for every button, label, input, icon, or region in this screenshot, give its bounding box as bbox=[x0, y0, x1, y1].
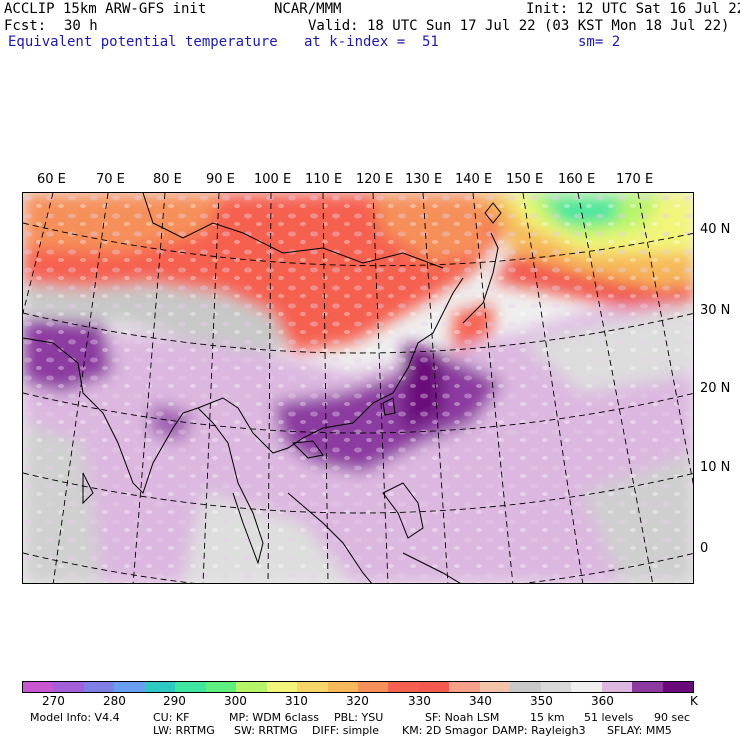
sflay-scheme: SFLAY: MM5 bbox=[607, 724, 672, 737]
lat-label: 20 N bbox=[700, 381, 731, 396]
lat-label: 40 N bbox=[700, 222, 731, 237]
damp-scheme: DAMP: Rayleigh3 bbox=[492, 724, 586, 737]
model-info: Model Info: V4.4 bbox=[30, 711, 120, 724]
lon-label: 60 E bbox=[37, 172, 66, 187]
time-step: 90 sec bbox=[654, 711, 691, 724]
colorbar-swatch bbox=[175, 682, 206, 692]
lon-label: 140 E bbox=[455, 172, 493, 187]
level-index: at k-index = 51 bbox=[304, 34, 439, 50]
colorbar-unit: K bbox=[690, 694, 698, 708]
colorbar-swatch bbox=[23, 682, 54, 692]
lon-label: 80 E bbox=[153, 172, 182, 187]
colorbar-swatch bbox=[449, 682, 480, 692]
diff-scheme: DIFF: simple bbox=[312, 724, 380, 737]
lon-label: 90 E bbox=[206, 172, 235, 187]
colorbar-tick: 330 bbox=[408, 694, 431, 708]
vertical-levels: 51 levels bbox=[584, 711, 634, 724]
colorbar-swatch bbox=[53, 682, 84, 692]
colorbar-swatch bbox=[236, 682, 267, 692]
cu-scheme: CU: KF bbox=[153, 711, 190, 724]
colorbar-swatch bbox=[357, 682, 389, 692]
sw-scheme: SW: RRTMG bbox=[234, 724, 298, 737]
org-label: NCAR/MMM bbox=[274, 1, 342, 17]
colorbar-swatch bbox=[479, 682, 511, 692]
colorbar-tick: 270 bbox=[42, 694, 65, 708]
valid-time: Valid: 18 UTC Sun 17 Jul 22 (03 KST Mon … bbox=[308, 18, 730, 34]
colorbar-swatch bbox=[205, 682, 237, 692]
colorbar-swatch bbox=[418, 682, 450, 692]
init-time: Init: 12 UTC Sat 16 Jul 22 bbox=[526, 1, 740, 17]
colorbar-tick: 340 bbox=[469, 694, 492, 708]
colorbar-tick: 280 bbox=[103, 694, 126, 708]
lw-scheme: LW: RRTMG bbox=[153, 724, 215, 737]
colorbar-swatch bbox=[571, 682, 602, 692]
smoothing: sm= 2 bbox=[578, 34, 621, 50]
km-scheme: KM: 2D Smagor bbox=[402, 724, 488, 737]
model-title: ACCLIP 15km ARW-GFS init bbox=[4, 1, 207, 17]
colorbar-tick: 360 bbox=[591, 694, 614, 708]
colorbar-swatch bbox=[388, 682, 419, 692]
forecast-hours: 30 h bbox=[64, 18, 98, 34]
colorbar-swatch bbox=[510, 682, 541, 692]
field-name: Equivalent potential temperature bbox=[8, 34, 278, 50]
colorbar-swatch bbox=[266, 682, 298, 692]
theta-e-map bbox=[22, 192, 694, 584]
lat-label: 10 N bbox=[700, 460, 731, 475]
colorbar-tick: 290 bbox=[163, 694, 186, 708]
grid-spacing: 15 km bbox=[530, 711, 565, 724]
colorbar-swatch bbox=[540, 682, 572, 692]
sf-scheme: SF: Noah LSM bbox=[425, 711, 500, 724]
colorbar-tick: 350 bbox=[530, 694, 553, 708]
colorbar-swatch bbox=[114, 682, 145, 692]
lon-label: 150 E bbox=[506, 172, 544, 187]
lon-label: 170 E bbox=[616, 172, 654, 187]
lat-label: 0 bbox=[700, 541, 709, 556]
lon-label: 160 E bbox=[558, 172, 596, 187]
colorbar-swatch bbox=[601, 682, 633, 692]
colorbar-swatch bbox=[662, 682, 693, 692]
lon-label: 100 E bbox=[254, 172, 292, 187]
pbl-scheme: PBL: YSU bbox=[334, 711, 384, 724]
colorbar-swatch bbox=[327, 682, 358, 692]
colorbar-swatch bbox=[83, 682, 115, 692]
colorbar-swatch bbox=[632, 682, 663, 692]
forecast-label: Fcst: bbox=[4, 18, 47, 34]
colorbar bbox=[22, 681, 694, 693]
colorbar-tick: 300 bbox=[224, 694, 247, 708]
lon-label: 70 E bbox=[96, 172, 125, 187]
mp-scheme: MP: WDM 6class bbox=[229, 711, 319, 724]
lon-label: 130 E bbox=[405, 172, 443, 187]
colorbar-swatch bbox=[144, 682, 176, 692]
colorbar-tick: 310 bbox=[285, 694, 308, 708]
colorbar-swatch bbox=[297, 682, 328, 692]
colorbar-tick: 320 bbox=[346, 694, 369, 708]
lon-label: 120 E bbox=[356, 172, 394, 187]
lat-label: 30 N bbox=[700, 303, 731, 318]
lon-label: 110 E bbox=[305, 172, 343, 187]
